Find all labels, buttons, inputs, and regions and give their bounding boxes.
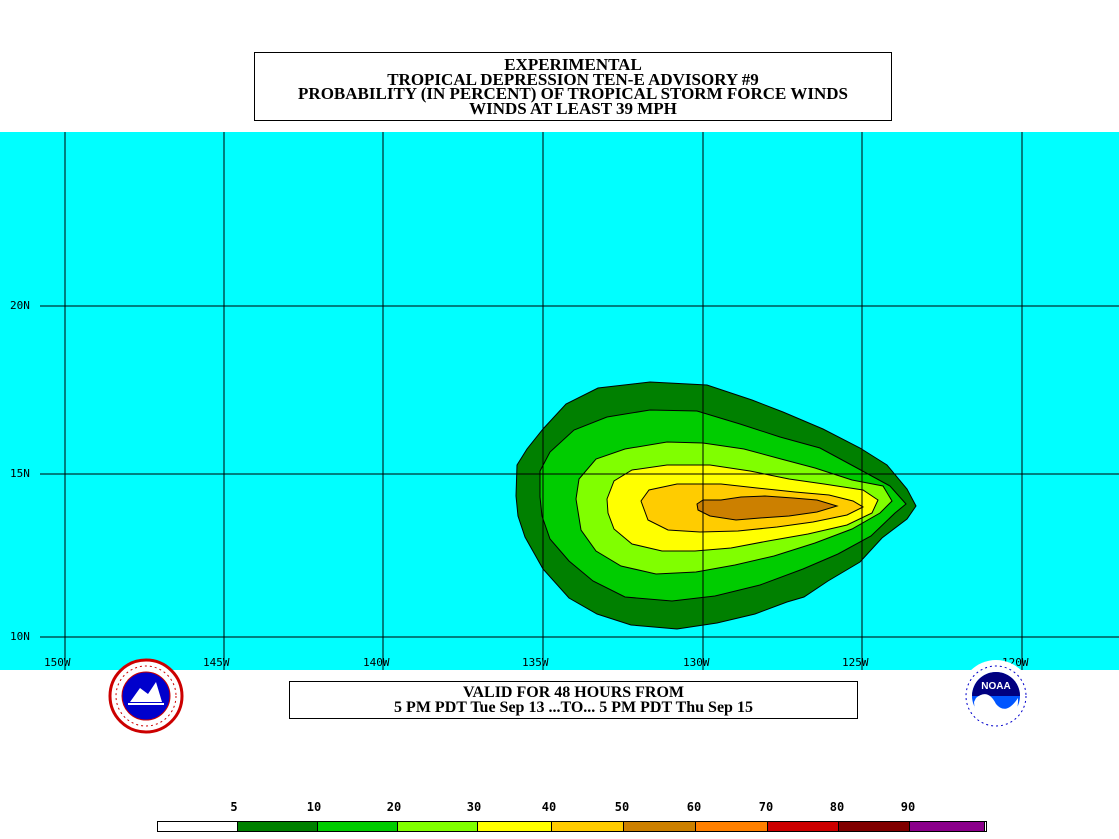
legend-number: 60 — [686, 800, 702, 814]
title-line-2: TROPICAL DEPRESSION TEN-E ADVISORY #9 — [387, 69, 759, 89]
legend-number: 20 — [386, 800, 402, 814]
legend-color-swatch — [238, 822, 318, 831]
valid-line-2: 5 PM PDT Tue Sep 13 ...TO... 5 PM PDT Th… — [394, 699, 753, 716]
probability-map — [0, 132, 1119, 670]
lon-label-130w: 130W — [683, 656, 710, 669]
grid-lines — [40, 132, 1119, 670]
legend-color-swatch — [478, 822, 552, 831]
legend-color-swatch — [839, 822, 910, 831]
noaa-logo-text: NOAA — [981, 681, 1010, 692]
legend-number: 50 — [614, 800, 630, 814]
title-line-4: WINDS AT LEAST 39 MPH — [469, 98, 677, 118]
lon-label-145w: 145W — [203, 656, 230, 669]
legend-color-swatch — [624, 822, 696, 831]
noaa-logo-icon: NOAA — [960, 660, 1032, 732]
legend-number: 90 — [900, 800, 916, 814]
lon-label-135w: 135W — [522, 656, 549, 669]
title-line-3: PROBABILITY (IN PERCENT) OF TROPICAL STO… — [298, 84, 848, 103]
legend-color-bar — [157, 821, 987, 832]
legend-number: 40 — [541, 800, 557, 814]
lat-label-10n: 10N — [10, 630, 30, 643]
valid-period-box: VALID FOR 48 HOURS FROM 5 PM PDT Tue Sep… — [289, 681, 858, 719]
nws-logo-icon — [108, 658, 184, 734]
legend-color-swatch — [398, 822, 478, 831]
lon-label-140w: 140W — [363, 656, 390, 669]
legend-number: 30 — [466, 800, 482, 814]
lat-label-20n: 20N — [10, 299, 30, 312]
title-line-1: EXPERIMENTAL — [504, 55, 642, 74]
legend-color-swatch — [768, 822, 839, 831]
legend-color-swatch — [158, 822, 238, 831]
valid-line-1: VALID FOR 48 HOURS FROM — [462, 684, 685, 701]
legend-number: 70 — [758, 800, 774, 814]
legend-color-swatch — [910, 822, 985, 831]
legend-number: 10 — [306, 800, 322, 814]
lat-label-15n: 15N — [10, 467, 30, 480]
legend-color-swatch — [552, 822, 624, 831]
legend-numbers: 5 10 20 30 40 50 60 70 80 90 — [157, 800, 987, 816]
legend-number: 5 — [230, 800, 238, 814]
title-box: EXPERIMENTAL TROPICAL DEPRESSION TEN-E A… — [254, 52, 892, 121]
lon-label-150w: 150W — [44, 656, 71, 669]
legend-number: 80 — [829, 800, 845, 814]
contour-50-60 — [696, 495, 839, 521]
legend: 5 10 20 30 40 50 60 70 80 90 — [157, 800, 987, 832]
ocean-background — [0, 132, 1119, 670]
legend-color-swatch — [318, 822, 398, 831]
lon-label-125w: 125W — [842, 656, 869, 669]
legend-color-swatch — [696, 822, 768, 831]
